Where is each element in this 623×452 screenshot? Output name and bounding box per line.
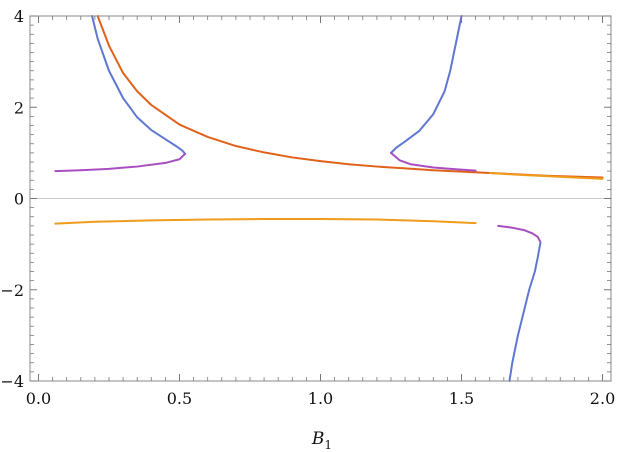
series-line-9 <box>508 241 542 382</box>
x-tick-label: 1.0 <box>308 389 333 408</box>
series-line-4 <box>91 15 187 155</box>
y-tick-label: −4 <box>0 372 24 391</box>
x-axis-title: B1 <box>311 429 332 452</box>
y-tick-label: 2 <box>14 98 24 117</box>
series-line-8 <box>497 224 542 244</box>
x-tick-label: 0.0 <box>26 389 51 408</box>
series-line-7 <box>390 151 477 172</box>
x-tick-label: 2.0 <box>590 389 615 408</box>
x-tick-label: 0.5 <box>167 389 192 408</box>
y-tick-label: 4 <box>14 7 24 26</box>
series-line-5 <box>54 152 187 173</box>
y-tick-label: 0 <box>14 190 24 209</box>
x-tick-label: 1.5 <box>449 389 474 408</box>
series-line-6 <box>390 15 463 154</box>
series-line-2 <box>54 218 477 225</box>
y-tick-label: −2 <box>0 281 24 300</box>
series-line-3 <box>488 171 604 180</box>
